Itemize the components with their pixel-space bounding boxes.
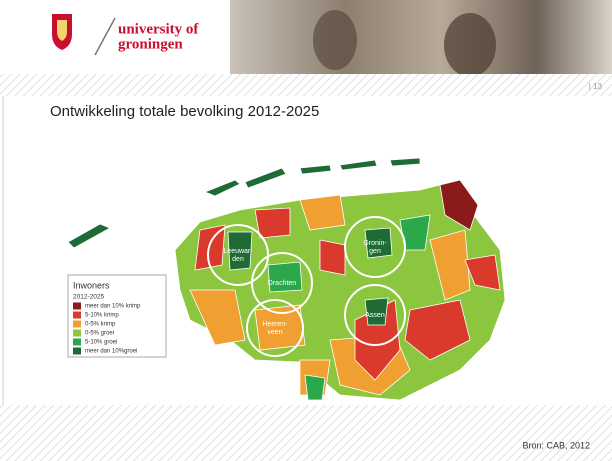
source: Bron: CAB, 2012 [522, 440, 590, 450]
region [305, 375, 325, 400]
legend-title: Inwoners [73, 280, 110, 290]
hatch-band [0, 74, 612, 96]
city-label: Assen [365, 312, 385, 319]
page-number: | 13 [589, 82, 603, 91]
photo-person [444, 13, 496, 77]
legend-label: meer dan 10% krimp [85, 304, 141, 310]
legend-label: meer dan 10%groei [85, 349, 137, 355]
legend-label: 0-5% krimp [85, 322, 116, 328]
legend-swatch [73, 330, 81, 337]
region [320, 240, 345, 275]
slide-title: Ontwikkeling totale bevolking 2012-2025 [50, 103, 319, 120]
legend-swatch [73, 312, 81, 319]
legend-swatch [73, 321, 81, 328]
header-photo [230, 0, 612, 74]
legend-label: 5-10% krimp [85, 313, 119, 319]
hatch-band [0, 405, 612, 461]
logo-text: groningen [118, 36, 183, 52]
slide: university of groningen | 13 Ontwikkelin… [0, 0, 612, 461]
logo-text: university of [118, 21, 199, 37]
legend-swatch [73, 339, 81, 346]
legend-swatch [73, 303, 81, 310]
region [268, 262, 302, 292]
photo-person [313, 10, 357, 70]
legend-swatch [73, 348, 81, 355]
legend-label: 0-5% groei [85, 331, 114, 337]
legend-label: 5-10% groei [85, 340, 117, 346]
legend-subtitle: 2012-2025 [73, 294, 104, 301]
city-label: Drachten [268, 280, 297, 287]
